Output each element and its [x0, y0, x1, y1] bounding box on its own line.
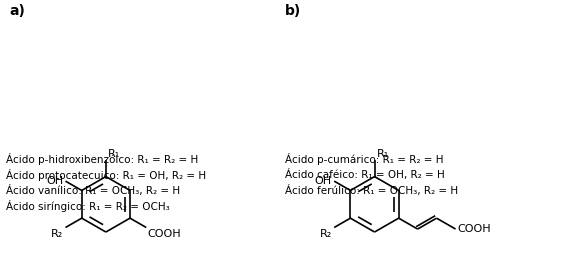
Text: Ácido protocatecuico: R₁ = OH, R₂ = H: Ácido protocatecuico: R₁ = OH, R₂ = H: [6, 169, 206, 181]
Text: b): b): [285, 4, 301, 18]
Text: Ácido p-hidroxibenzóico: R₁ = R₂ = H: Ácido p-hidroxibenzóico: R₁ = R₂ = H: [6, 153, 199, 165]
Text: Ácido vanílico: R₁ = OCH₃, R₂ = H: Ácido vanílico: R₁ = OCH₃, R₂ = H: [6, 185, 181, 195]
Text: R₂: R₂: [51, 229, 63, 239]
Text: Ácido p-cumárico: R₁ = R₂ = H: Ácido p-cumárico: R₁ = R₂ = H: [285, 153, 444, 165]
Text: Ácido caféico: R₁ = OH, R₂ = H: Ácido caféico: R₁ = OH, R₂ = H: [285, 169, 445, 180]
Text: R₁: R₁: [376, 149, 389, 159]
Text: COOH: COOH: [148, 229, 181, 239]
Text: OH: OH: [315, 176, 332, 186]
Text: R₁: R₁: [108, 149, 120, 159]
Text: R₂: R₂: [320, 229, 332, 239]
Text: a): a): [10, 4, 25, 18]
Text: Ácido siríngico: R₁ = R₂ = OCH₃: Ácido siríngico: R₁ = R₂ = OCH₃: [6, 200, 170, 212]
Text: COOH: COOH: [458, 224, 491, 234]
Text: OH: OH: [46, 176, 63, 186]
Text: Ácido ferúlico: R₁ = OCH₃, R₂ = H: Ácido ferúlico: R₁ = OCH₃, R₂ = H: [285, 185, 458, 195]
